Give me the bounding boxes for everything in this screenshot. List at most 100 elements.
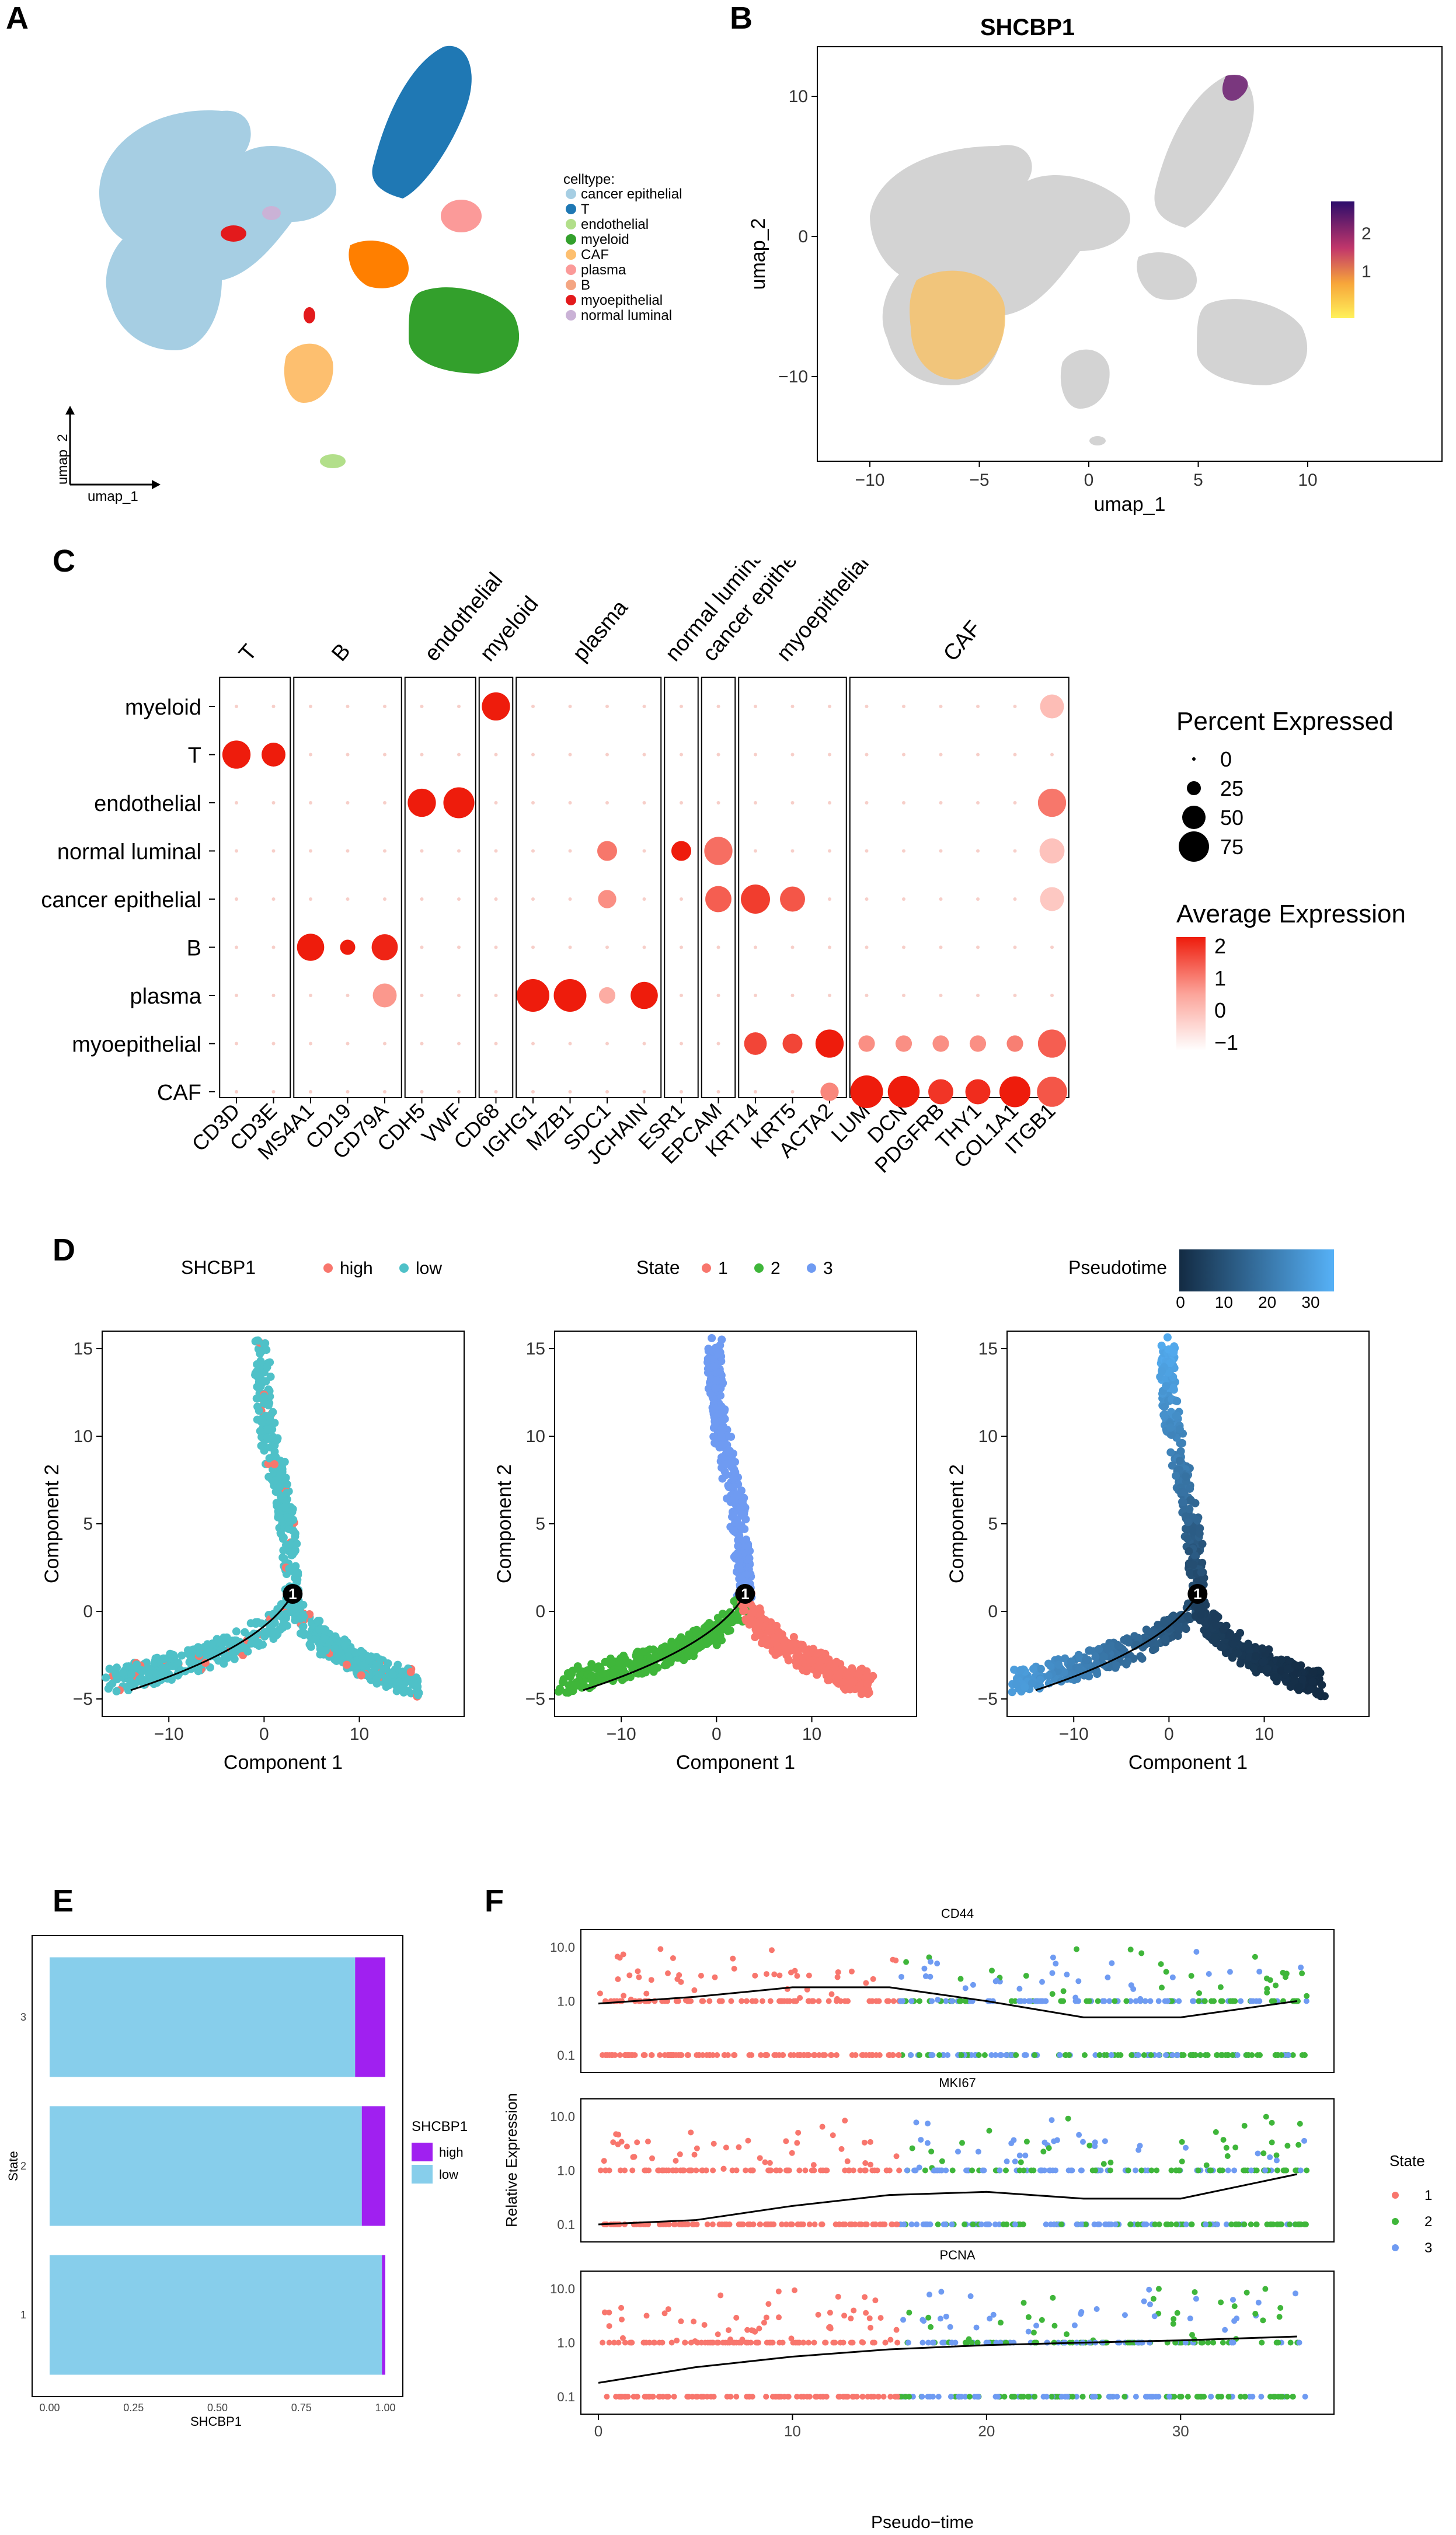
expr-point <box>847 2167 853 2174</box>
umap-b-ytick-label: 10 <box>789 87 808 106</box>
expr-point <box>1146 2286 1152 2293</box>
dotplot-dot <box>887 1075 920 1108</box>
dotplot-dot-background <box>494 1042 498 1046</box>
traj-cell-point <box>253 1336 262 1345</box>
color-legend-title: Average Expression <box>1176 900 1406 928</box>
traj-cell-point <box>598 1669 607 1678</box>
dotplot-dot-background <box>235 849 238 853</box>
traj-cell-point <box>282 1541 291 1549</box>
traj-cell-point <box>684 1646 693 1655</box>
expr-point <box>673 2167 680 2174</box>
traj-cell-point <box>784 1655 793 1664</box>
traj-cell-point <box>342 1660 351 1669</box>
expr-point <box>802 2167 809 2174</box>
expr-point <box>1231 2167 1238 2174</box>
expr-point <box>1197 2052 1204 2058</box>
expr-point <box>1127 1946 1134 1953</box>
traj-cell-point <box>1012 1680 1020 1688</box>
expr-point <box>1218 2299 1224 2306</box>
expr-point <box>646 2339 653 2346</box>
expr-point <box>819 2221 825 2227</box>
expr-point <box>622 2394 629 2400</box>
expr-point <box>1071 2322 1078 2328</box>
dotplot-dot-background <box>346 753 350 757</box>
traj-cell-point <box>717 1432 726 1441</box>
expr-point <box>1141 2052 1147 2058</box>
dotplot-dot-background <box>457 753 461 757</box>
dotplot-dot-background <box>531 897 535 901</box>
traj-cell-point <box>1114 1641 1123 1650</box>
traj-cell-point <box>1154 1620 1162 1629</box>
dotplot-dot-background <box>420 945 424 949</box>
expr-point <box>1016 2152 1023 2158</box>
traj-cell-point <box>1219 1625 1228 1634</box>
expr-point <box>936 2167 943 2174</box>
expr-point <box>1304 1993 1310 1999</box>
expr-point <box>763 2052 769 2058</box>
expr-point <box>712 1974 718 1980</box>
expr-point <box>1039 1998 1046 2004</box>
expr-point <box>629 2167 636 2174</box>
expr-point <box>1241 2221 1248 2227</box>
traj-cell-point <box>320 1634 329 1643</box>
traj-cell-point <box>625 1660 634 1669</box>
expr-point <box>1150 2296 1157 2302</box>
dotplot-dot-background <box>346 897 350 901</box>
pseudotime-tick: 30 <box>1301 1293 1319 1311</box>
expr-point <box>1125 2339 1131 2346</box>
dotplot-dot-background <box>790 849 795 853</box>
expr-frame <box>580 2098 1335 2242</box>
expr-point <box>928 2324 934 2330</box>
expr-point <box>833 2052 840 2058</box>
expr-point <box>820 2052 826 2058</box>
traj-cell-point <box>1178 1439 1187 1447</box>
traj-cell-point <box>1182 1472 1190 1481</box>
expr-point <box>966 2394 973 2400</box>
dotplot-dot-background <box>1013 705 1017 708</box>
traj-cell-point <box>1175 1456 1184 1465</box>
dotplot-dot-background <box>828 849 831 853</box>
traj-cell-point <box>1148 1646 1157 1655</box>
traj-cell-point <box>1181 1524 1190 1533</box>
dotplot-dot-background <box>531 1042 535 1046</box>
expr-point <box>792 2287 798 2293</box>
dotplot-dot <box>999 1076 1031 1108</box>
expr-point <box>1091 2221 1098 2227</box>
expr-point <box>958 2052 964 2058</box>
traj-cell-point <box>208 1639 217 1648</box>
expr-point <box>1155 2286 1162 2292</box>
traj-cell-point <box>761 1639 770 1648</box>
expr-point <box>997 2320 1004 2326</box>
expr-point <box>657 1946 664 1952</box>
expr-point <box>733 2167 740 2174</box>
traj-cell-point <box>344 1652 353 1660</box>
expr-point <box>1169 2052 1176 2058</box>
dotplot-dot <box>340 939 356 955</box>
expr-point <box>968 2052 974 2058</box>
expr-point <box>675 2052 682 2058</box>
traj-cell-point <box>253 1402 262 1411</box>
expr-point <box>1121 2394 1128 2400</box>
bar-segment-high <box>361 2106 385 2226</box>
traj-legend1-swatch <box>399 1263 409 1273</box>
expr-point <box>862 2167 869 2174</box>
expr-point <box>762 2159 768 2165</box>
expr-point <box>805 1998 811 2004</box>
expr-point <box>913 2119 919 2126</box>
traj-cell-point <box>251 1371 260 1380</box>
expr-point <box>927 2394 933 2400</box>
traj-cell-point <box>1075 1666 1084 1674</box>
dotplot-dot-background <box>754 994 757 997</box>
expr-point <box>1166 2394 1173 2400</box>
expr-point <box>943 2313 949 2320</box>
umap-b-colorbar <box>1331 201 1354 318</box>
traj-cell-point <box>357 1671 365 1680</box>
expr-point <box>1128 2052 1135 2058</box>
expr-point <box>1249 2394 1256 2400</box>
expr-point <box>969 2167 976 2174</box>
traj-cell-point <box>1182 1625 1190 1634</box>
expr-point <box>1260 2317 1266 2324</box>
traj-cell-point <box>1016 1666 1025 1674</box>
umap-b-xtick-label: −5 <box>969 471 989 490</box>
bar-xtick-label: 0.50 <box>207 2402 228 2414</box>
